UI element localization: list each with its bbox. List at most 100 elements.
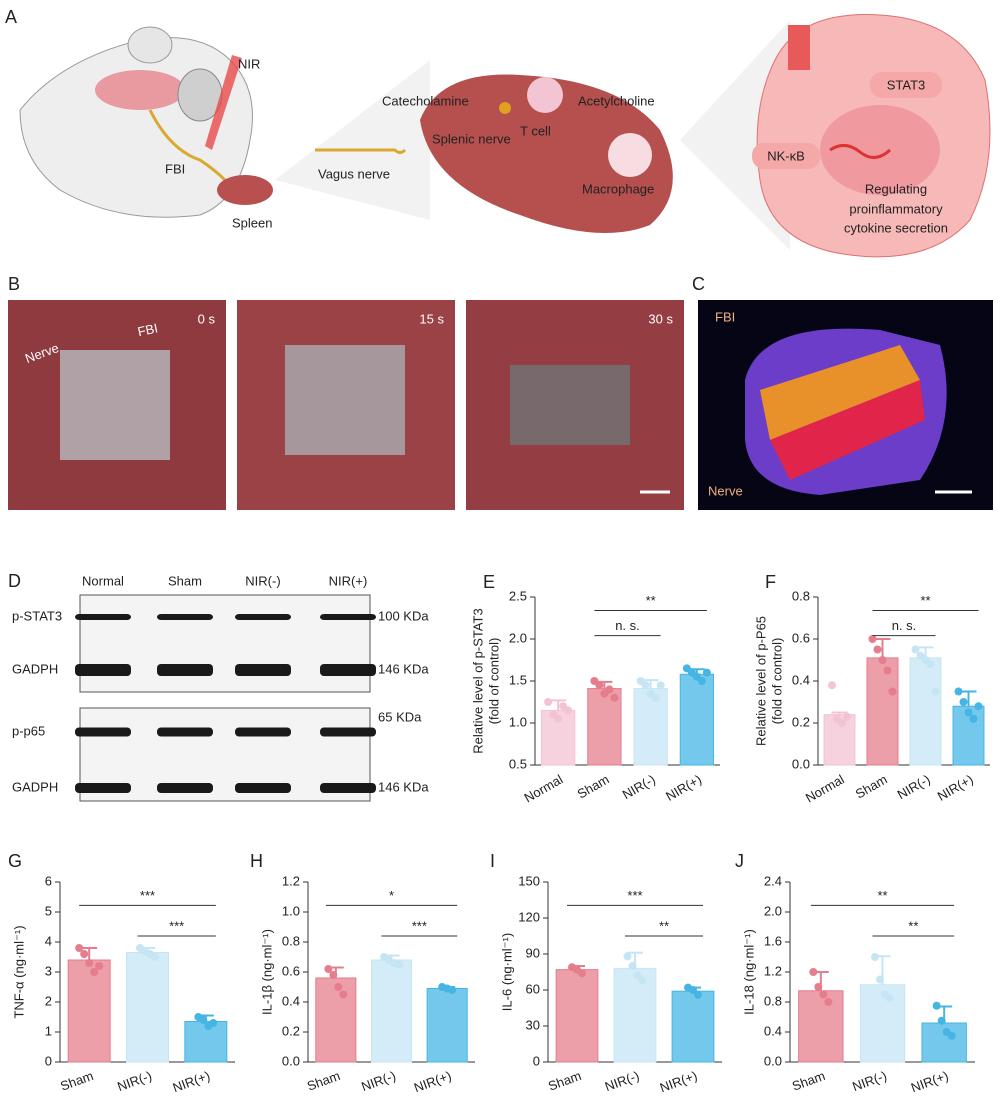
- band: [320, 614, 376, 620]
- bar: [555, 969, 599, 1063]
- brain: [95, 70, 185, 110]
- data-point: [329, 971, 338, 979]
- data-point: [90, 968, 99, 976]
- error-bar: [874, 638, 891, 658]
- band: [320, 783, 376, 793]
- y-axis-label: IL-18 (ng·ml⁻¹): [741, 929, 756, 1015]
- y-tick-label: 0.4: [792, 672, 810, 687]
- x-tick-label: Sham: [790, 1068, 827, 1094]
- x-tick-label: NIR(-): [620, 772, 658, 803]
- x-tick-label: Sham: [853, 772, 890, 802]
- y-tick-label: 0.4: [282, 993, 300, 1008]
- y-tick-label: 0.4: [764, 1023, 782, 1038]
- label: Macrophage: [582, 181, 654, 196]
- label: NK-κB: [767, 148, 805, 163]
- label: 15 s: [419, 311, 444, 326]
- y-tick-label: 0.8: [792, 588, 810, 603]
- data-point: [931, 687, 940, 696]
- panel-label: G: [8, 851, 22, 871]
- data-point: [911, 645, 920, 654]
- data-point: [886, 994, 894, 1003]
- bar: [823, 714, 856, 766]
- protein-label: p-STAT3: [12, 608, 62, 623]
- y-tick-label: 0.6: [282, 963, 300, 978]
- data-point: [947, 1031, 956, 1040]
- data-point: [324, 965, 333, 973]
- significance-label: **: [920, 593, 930, 608]
- y-tick-label: 1.2: [764, 963, 782, 978]
- bar: [921, 1022, 967, 1063]
- x-tick-label: Normal: [522, 772, 566, 806]
- band: [157, 614, 213, 620]
- data-point: [610, 693, 619, 702]
- y-tick-label: 150: [518, 873, 540, 888]
- y-axis-label: IL-1β (ng·ml⁻¹): [259, 929, 274, 1015]
- band: [320, 664, 376, 676]
- label: T cell: [520, 123, 551, 138]
- data-point: [697, 677, 706, 685]
- spleen-large: [420, 74, 673, 233]
- panel-label: B: [8, 274, 20, 294]
- significance-label: **: [908, 918, 918, 933]
- nerve: [148, 109, 227, 182]
- panel-label: D: [8, 571, 21, 591]
- lane-label: NIR(+): [329, 573, 368, 588]
- y-tick-label: 0.2: [792, 714, 810, 729]
- label: 0 s: [198, 311, 216, 326]
- bar: [633, 688, 668, 766]
- panel-label: H: [250, 851, 263, 871]
- y-axis-label: Relative level of p-STAT3: [470, 608, 485, 753]
- panel-label: I: [490, 851, 495, 871]
- label: FBI: [715, 309, 735, 324]
- bar: [679, 673, 715, 766]
- bar: [315, 977, 357, 1063]
- data-point: [85, 959, 94, 967]
- x-tick-label: NIR(+): [663, 772, 704, 804]
- x-tick-label: Sham: [546, 1068, 583, 1094]
- y-tick-label: 2.5: [509, 588, 527, 603]
- y-tick-label: 3: [45, 963, 52, 978]
- x-tick-label: NIR(-): [603, 1068, 641, 1094]
- stat3-box: [870, 72, 942, 98]
- y-tick-label: 0: [533, 1053, 540, 1068]
- data-point: [959, 698, 968, 706]
- y-axis-label: Relative level of p-P65: [753, 616, 768, 746]
- panel-label: F: [765, 572, 776, 592]
- bar: [671, 990, 715, 1063]
- data-point: [544, 698, 553, 706]
- lane-label: Normal: [82, 573, 124, 588]
- y-axis-label: (fold of control): [486, 638, 501, 725]
- bar: [613, 967, 657, 1063]
- y-tick-label: 1.0: [282, 903, 300, 918]
- band: [157, 664, 213, 676]
- error-bar: [81, 947, 98, 960]
- x-tick-label: NIR(-): [895, 772, 933, 803]
- data-point: [932, 1001, 941, 1010]
- data-point: [605, 685, 614, 694]
- significance-label: ***: [169, 918, 184, 933]
- y-tick-label: 0.0: [792, 756, 810, 771]
- y-tick-label: 0.6: [792, 630, 810, 645]
- data-point: [878, 656, 887, 664]
- size-label: 65 KDa: [378, 709, 422, 724]
- band: [235, 614, 291, 620]
- data-point: [974, 702, 983, 711]
- vesicle: [499, 102, 511, 114]
- device: [60, 350, 170, 460]
- data-point: [702, 668, 711, 677]
- error-bar: [960, 690, 977, 707]
- panel-label: E: [483, 572, 495, 592]
- data-point: [809, 968, 818, 976]
- label: Splenic nerve: [432, 131, 511, 146]
- data-point: [395, 960, 403, 969]
- data-point: [969, 714, 978, 723]
- y-tick-label: 0.0: [282, 1053, 300, 1068]
- y-tick-label: 6: [45, 873, 52, 888]
- y-tick-label: 30: [526, 1017, 540, 1032]
- x-tick-label: Normal: [803, 772, 847, 806]
- data-point: [689, 986, 697, 994]
- x-tick-label: NIR(-): [850, 1068, 888, 1094]
- y-tick-label: 2: [45, 993, 52, 1008]
- y-tick-label: 2.4: [764, 873, 782, 888]
- band: [235, 783, 291, 793]
